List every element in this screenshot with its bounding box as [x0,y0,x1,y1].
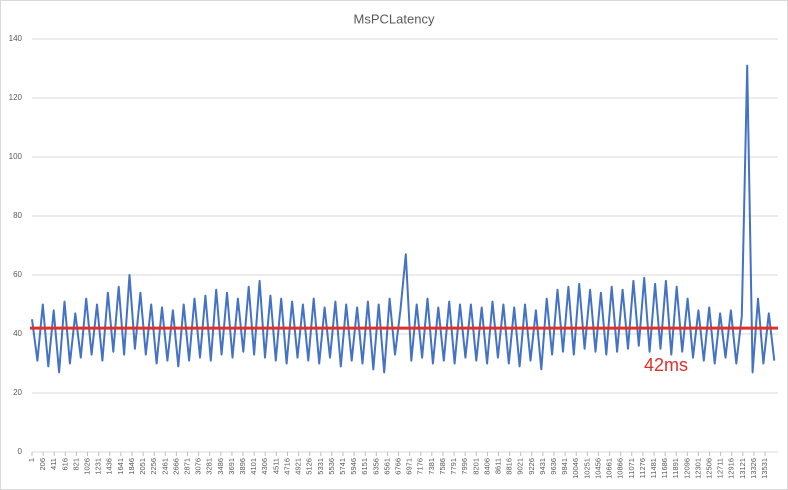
x-tick-label: 8611 [493,458,502,474]
x-tick-label: 4306 [260,458,269,475]
x-tick-label: 3076 [194,458,203,475]
y-tick-label: 60 [13,270,22,279]
x-tick-label: 11276 [638,458,647,478]
x-tick-label: 9636 [549,458,558,475]
x-tick-label: 13326 [749,458,758,479]
x-tick-label: 8406 [482,458,491,475]
x-tick-label: 10456 [593,458,602,479]
x-tick-label: 5536 [327,458,336,475]
x-tick-label: 821 [71,458,80,471]
x-tick-label: 2461 [160,458,169,475]
x-tick-label: 5946 [349,458,358,475]
x-tick-label: 6561 [382,458,391,475]
x-tick-label: 11686 [660,458,669,478]
x-tick-label: 11481 [649,458,658,478]
x-tick-label: 5126 [305,458,314,475]
x-tick-label: 12506 [705,458,714,479]
x-tick-label: 4101 [249,458,258,475]
x-tick-label: 7791 [449,458,458,475]
x-tick-label: 11891 [671,458,680,478]
x-tick-label: 10866 [616,458,625,479]
x-tick-label: 411 [49,458,58,470]
x-tick-label: 616 [60,458,69,471]
x-tick-label: 11071 [627,458,636,478]
y-tick-label: 40 [13,329,22,338]
x-tick-label: 9431 [538,458,547,475]
x-tick-label: 2256 [149,458,158,475]
x-tick-label: 7586 [438,458,447,475]
x-tick-label: 3486 [216,458,225,475]
x-tick-label: 8201 [471,458,480,475]
x-tick-label: 1846 [127,458,136,475]
x-tick-label: 7996 [460,458,469,475]
x-tick-label: 12711 [716,458,725,478]
x-tick-label: 1 [27,458,36,462]
x-tick-label: 12096 [682,458,691,479]
data-line [31,64,776,374]
x-tick-label: 3281 [205,458,214,475]
x-tick-label: 10251 [582,458,591,479]
chart-title: MsPCLatency [354,11,435,26]
y-tick-label: 100 [9,152,23,161]
x-tick-label: 9226 [527,458,536,475]
x-tick-label: 8816 [505,458,514,475]
x-tick-label: 2051 [138,458,147,475]
x-tick-label: 6766 [394,458,403,475]
x-tick-label: 1231 [94,458,103,475]
x-tick-label: 6356 [371,458,380,475]
x-tick-label: 1641 [116,458,125,475]
y-tick-label: 80 [13,211,22,220]
x-tick-label: 1436 [105,458,114,475]
x-tick-label: 6151 [360,458,369,475]
y-tick-label: 20 [13,388,22,397]
x-tick-label: 9021 [516,458,525,475]
x-tick-label: 3896 [238,458,247,475]
x-tick-label: 5741 [338,458,347,475]
y-tick-label: 140 [9,34,23,43]
x-tick-label: 1026 [83,458,92,475]
x-tick-label: 5331 [316,458,325,475]
x-tick-label: 7381 [427,458,436,475]
x-tick-label: 2666 [171,458,180,475]
x-tick-label: 7176 [416,458,425,475]
x-tick-label: 12301 [693,458,702,479]
y-tick-label: 120 [9,93,23,102]
x-tick-label: 13531 [760,458,769,479]
x-tick-label: 10661 [605,458,614,479]
x-tick-label: 4921 [294,458,303,475]
x-tick-label: 4716 [282,458,291,475]
x-tick-label: 206 [38,458,47,471]
reference-label: 42ms [644,355,688,375]
x-tick-label: 10046 [571,458,580,479]
x-tick-label: 6971 [405,458,414,475]
x-tick-label: 13121 [738,458,747,479]
x-tick-label: 4511 [271,458,280,474]
x-tick-label: 12916 [727,458,736,479]
x-tick-label: 9841 [560,458,569,475]
x-tick-label: 2871 [182,458,191,475]
y-tick-label: 0 [18,447,23,456]
x-tick-label: 3691 [227,458,236,475]
